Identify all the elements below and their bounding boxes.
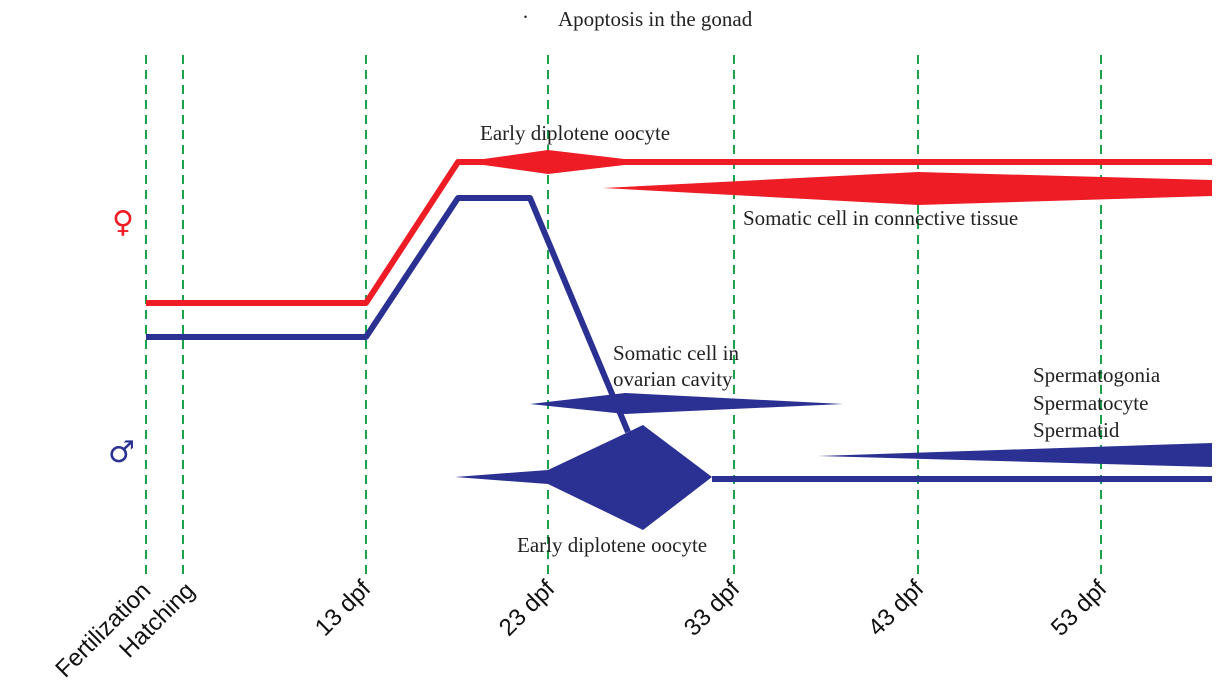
label-spermatocyte: Spermatocyte [1033,391,1148,415]
female-line [146,159,1212,306]
spermatogenesis-apoptosis-wedge [818,443,1212,467]
label-female-oocyte: Early diplotene oocyte [480,121,670,145]
tick-label-33dpf: 33 dpf [679,575,746,642]
label-male-somatic-line2: ovarian cavity [613,367,733,391]
male-line [146,195,631,434]
label-spermatogonia: Spermatogonia [1033,363,1161,387]
label-male-oocyte: Early diplotene oocyte [517,533,707,557]
male-somatic-apoptosis-shape [530,393,843,414]
title-bullet: · [522,5,529,29]
male-symbol: ♂ [108,435,135,470]
time-gridlines [145,55,1102,578]
tick-label-23dpf: 23 dpf [494,575,561,642]
female-oocyte-apoptosis-shape [462,150,650,174]
label-male-somatic-line1: Somatic cell in [613,341,739,365]
label-female-somatic: Somatic cell in connective tissue [743,206,1018,230]
tick-label-43dpf: 43 dpf [863,575,930,642]
tick-label-53dpf: 53 dpf [1046,575,1113,642]
male-oocyte-apoptosis-shape [455,425,712,530]
tick-label-13dpf: 13 dpf [310,575,377,642]
diagram-title: Apoptosis in the gonad [558,7,753,31]
female-somatic-apoptosis-shape [603,172,1212,205]
label-spermatid: Spermatid [1033,418,1120,442]
female-symbol: ♀ [112,205,134,240]
